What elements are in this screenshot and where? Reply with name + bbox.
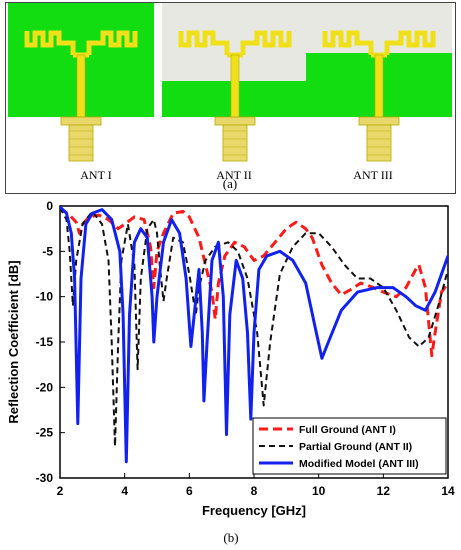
ant-iii-left-arm [322,30,374,55]
x-tick-label-5: 12 [377,484,391,498]
ant-i-connector-body [68,124,94,162]
x-tick-label-0: 2 [57,484,64,498]
antenna-drawings [8,3,452,162]
ant-ii-feed-line [230,54,240,118]
y-tick-label-1: -5 [42,244,53,258]
legend-label-0: Full Ground (ANT I) [299,424,396,436]
caption-a: (a) [222,176,238,191]
ant-i-connector-flange [60,116,102,126]
ant-i-right-arm [86,30,138,55]
x-tick-label-6: 14 [441,484,455,498]
ant-iii-right-arm [384,30,436,55]
y-tick-label-2: -10 [36,290,54,304]
ant-iii-connector-flange [358,116,400,126]
y-tick-label-0: 0 [46,199,53,213]
ant-iii-feed-line [374,54,384,118]
series-line-1 [60,207,448,448]
ant-ii-label: ANT II [216,168,252,182]
y-tick-label-4: -20 [36,380,54,394]
y-tick-label-5: -25 [36,426,54,440]
y-tick-label-6: -30 [36,471,54,485]
x-tick-label-1: 4 [121,484,128,498]
ant-ii-connector-flange [214,116,256,126]
ant-i-feed-line [76,54,86,118]
ant-ii-right-arm [240,30,292,55]
x-tick-label-4: 10 [312,484,326,498]
ant-iii-label: ANT III [353,168,393,182]
reflection-chart: 2 4 6 8 10 12 14 0 -5 -10 -15 -20 -25 -30 Frequency [G… [6,199,455,518]
legend-box [252,417,447,475]
legend-label-2: Modified Model (ANT III) [299,458,419,470]
y-axis-label: Reflection Coefficient [dB] [6,260,21,423]
series-line-0 [60,206,448,358]
ant-ii-connector-body [222,124,248,162]
legend-label-1: Partial Ground (ANT II) [299,441,412,453]
x-axis-label: Frequency [GHz] [202,503,306,518]
ant-ii-left-arm [178,30,230,55]
y-tick-label-3: -15 [36,335,54,349]
ant-i-label: ANT I [80,168,112,182]
series-group [60,206,448,464]
caption-b: (b) [223,530,239,545]
antenna-panel: ANT I ANT II ANT III [5,2,456,194]
series-line-2 [60,206,448,464]
x-tick-label-3: 8 [251,484,258,498]
ant-iii-connector-body [366,124,392,162]
x-tick-label-2: 6 [186,484,193,498]
ant-i-left-arm [24,30,76,55]
